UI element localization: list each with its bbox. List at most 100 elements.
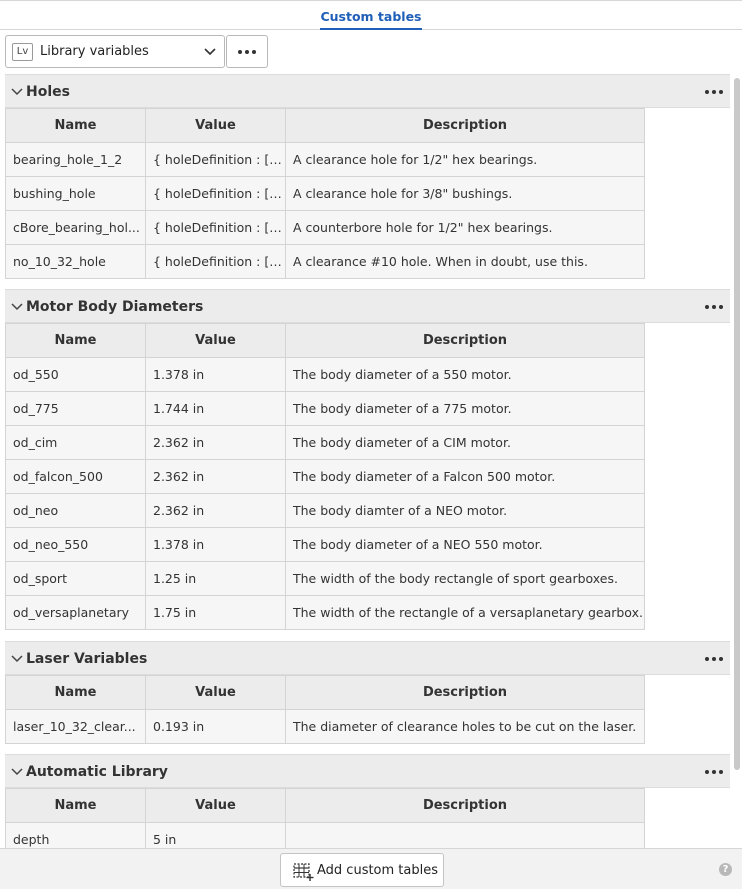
cell-description[interactable]: The body diameter of a 775 motor. xyxy=(285,391,645,426)
section-title: Holes xyxy=(26,84,70,100)
cell-description[interactable]: The body diameter of a 550 motor. xyxy=(285,357,645,392)
cell-value[interactable]: { holeDefinition : [ c... xyxy=(145,176,286,211)
cell-description[interactable]: A clearance #10 hole. When in doubt, use… xyxy=(285,244,645,279)
column-header-value[interactable]: Value xyxy=(145,323,286,358)
cell-name[interactable]: od_775 xyxy=(5,391,146,426)
cell-name[interactable]: no_10_32_hole xyxy=(5,244,146,279)
cell-value[interactable]: 2.362 in xyxy=(145,459,286,494)
cell-name[interactable]: bearing_hole_1_2 xyxy=(5,142,146,177)
chevron-down-icon xyxy=(204,48,216,56)
add-custom-tables-label: Add custom tables xyxy=(317,863,439,878)
cell-value[interactable]: 1.378 in xyxy=(145,527,286,562)
chevron-down-icon[interactable] xyxy=(11,87,23,97)
table-row[interactable]: depth 5 in xyxy=(5,822,645,848)
cell-name[interactable]: od_neo_550 xyxy=(5,527,146,562)
library-select[interactable]: Lv Library variables xyxy=(5,35,225,68)
table-row[interactable]: od_775 1.744 in The body diameter of a 7… xyxy=(5,391,645,426)
section-more-button[interactable] xyxy=(702,79,726,105)
section-holes: Holes Name Value Description bearing_hol… xyxy=(5,74,730,279)
table-row[interactable]: od_neo 2.362 in The body diamter of a NE… xyxy=(5,493,645,528)
add-custom-tables-button[interactable]: Add custom tables xyxy=(280,853,444,887)
cell-value[interactable]: 1.75 in xyxy=(145,595,286,630)
cell-description[interactable]: The width of the body rectangle of sport… xyxy=(285,561,645,596)
cell-value[interactable]: { holeDefinition : [ c... xyxy=(145,210,286,245)
cell-value[interactable]: 0.193 in xyxy=(145,709,286,744)
chevron-down-icon[interactable] xyxy=(11,302,23,312)
cell-value[interactable]: 2.362 in xyxy=(145,425,286,460)
section-more-button[interactable] xyxy=(702,759,726,785)
cell-name[interactable]: od_versaplanetary xyxy=(5,595,146,630)
table-row[interactable]: od_falcon_500 2.362 in The body diameter… xyxy=(5,459,645,494)
variables-table: Name Value Description laser_10_32_clear… xyxy=(5,675,645,744)
table-row[interactable]: od_cim 2.362 in The body diameter of a C… xyxy=(5,425,645,460)
cell-name[interactable]: od_cim xyxy=(5,425,146,460)
cell-value[interactable]: { holeDefinition : [ c... xyxy=(145,244,286,279)
column-header-name[interactable]: Name xyxy=(5,108,146,143)
cell-description[interactable]: The body diameter of a CIM motor. xyxy=(285,425,645,460)
cell-description[interactable]: A clearance hole for 1/2" hex bearings. xyxy=(285,142,645,177)
cell-value[interactable]: 5 in xyxy=(145,822,286,848)
column-header-value[interactable]: Value xyxy=(145,108,286,143)
help-icon[interactable]: ? xyxy=(719,863,732,876)
cell-name[interactable]: od_550 xyxy=(5,357,146,392)
chevron-down-icon[interactable] xyxy=(11,654,23,664)
column-header-name[interactable]: Name xyxy=(5,323,146,358)
vertical-scrollbar[interactable] xyxy=(734,78,740,770)
section-header[interactable]: Holes xyxy=(5,74,730,108)
cell-description[interactable]: A clearance hole for 3/8" bushings. xyxy=(285,176,645,211)
table-row[interactable]: od_sport 1.25 in The width of the body r… xyxy=(5,561,645,596)
custom-tables-tab[interactable]: Custom tables xyxy=(320,9,422,30)
column-header-description[interactable]: Description xyxy=(285,675,645,710)
cell-name[interactable]: depth xyxy=(5,822,146,848)
table-row[interactable]: cBore_bearing_hol... { holeDefinition : … xyxy=(5,210,645,245)
column-header-description[interactable]: Description xyxy=(285,788,645,823)
section-title: Automatic Library xyxy=(26,764,168,780)
toolbar-more-button[interactable] xyxy=(226,35,268,68)
toolbar: Lv Library variables xyxy=(0,31,742,73)
table-row[interactable]: no_10_32_hole { holeDefinition : [ c... … xyxy=(5,244,645,279)
table-row[interactable]: bushing_hole { holeDefinition : [ c... A… xyxy=(5,176,645,211)
table-header-row: Name Value Description xyxy=(5,788,645,823)
cell-value[interactable]: { holeDefinition : [ c... xyxy=(145,142,286,177)
more-horizontal-icon xyxy=(702,90,726,94)
table-row[interactable]: laser_10_32_clear... 0.193 in The diamet… xyxy=(5,709,645,744)
tables-list[interactable]: Holes Name Value Description bearing_hol… xyxy=(0,74,742,848)
more-horizontal-icon xyxy=(702,770,726,774)
table-row[interactable]: bearing_hole_1_2 { holeDefinition : [ c.… xyxy=(5,142,645,177)
cell-value[interactable]: 1.378 in xyxy=(145,357,286,392)
section-more-button[interactable] xyxy=(702,294,726,320)
cell-description[interactable] xyxy=(285,822,645,848)
cell-value[interactable]: 1.25 in xyxy=(145,561,286,596)
section-header[interactable]: Automatic Library xyxy=(5,754,730,788)
table-row[interactable]: od_versaplanetary 1.75 in The width of t… xyxy=(5,595,645,630)
column-header-description[interactable]: Description xyxy=(285,323,645,358)
section-header[interactable]: Motor Body Diameters xyxy=(5,289,730,323)
cell-value[interactable]: 1.744 in xyxy=(145,391,286,426)
cell-description[interactable]: The width of the rectangle of a versapla… xyxy=(285,595,645,630)
cell-value[interactable]: 2.362 in xyxy=(145,493,286,528)
column-header-description[interactable]: Description xyxy=(285,108,645,143)
table-row[interactable]: od_550 1.378 in The body diameter of a 5… xyxy=(5,357,645,392)
table-row[interactable]: od_neo_550 1.378 in The body diameter of… xyxy=(5,527,645,562)
cell-name[interactable]: od_sport xyxy=(5,561,146,596)
column-header-value[interactable]: Value xyxy=(145,788,286,823)
cell-description[interactable]: The body diamter of a NEO motor. xyxy=(285,493,645,528)
cell-description[interactable]: The diameter of clearance holes to be cu… xyxy=(285,709,645,744)
chevron-down-icon[interactable] xyxy=(11,767,23,777)
cell-name[interactable]: cBore_bearing_hol... xyxy=(5,210,146,245)
more-horizontal-icon xyxy=(702,305,726,309)
cell-description[interactable]: A counterbore hole for 1/2" hex bearings… xyxy=(285,210,645,245)
cell-description[interactable]: The body diameter of a Falcon 500 motor. xyxy=(285,459,645,494)
cell-name[interactable]: od_falcon_500 xyxy=(5,459,146,494)
library-select-value: Library variables xyxy=(40,44,149,59)
section-header[interactable]: Laser Variables xyxy=(5,641,730,675)
cell-description[interactable]: The body diameter of a NEO 550 motor. xyxy=(285,527,645,562)
column-header-name[interactable]: Name xyxy=(5,788,146,823)
more-horizontal-icon xyxy=(702,657,726,661)
column-header-name[interactable]: Name xyxy=(5,675,146,710)
section-more-button[interactable] xyxy=(702,646,726,672)
column-header-value[interactable]: Value xyxy=(145,675,286,710)
cell-name[interactable]: laser_10_32_clear... xyxy=(5,709,146,744)
cell-name[interactable]: bushing_hole xyxy=(5,176,146,211)
cell-name[interactable]: od_neo xyxy=(5,493,146,528)
